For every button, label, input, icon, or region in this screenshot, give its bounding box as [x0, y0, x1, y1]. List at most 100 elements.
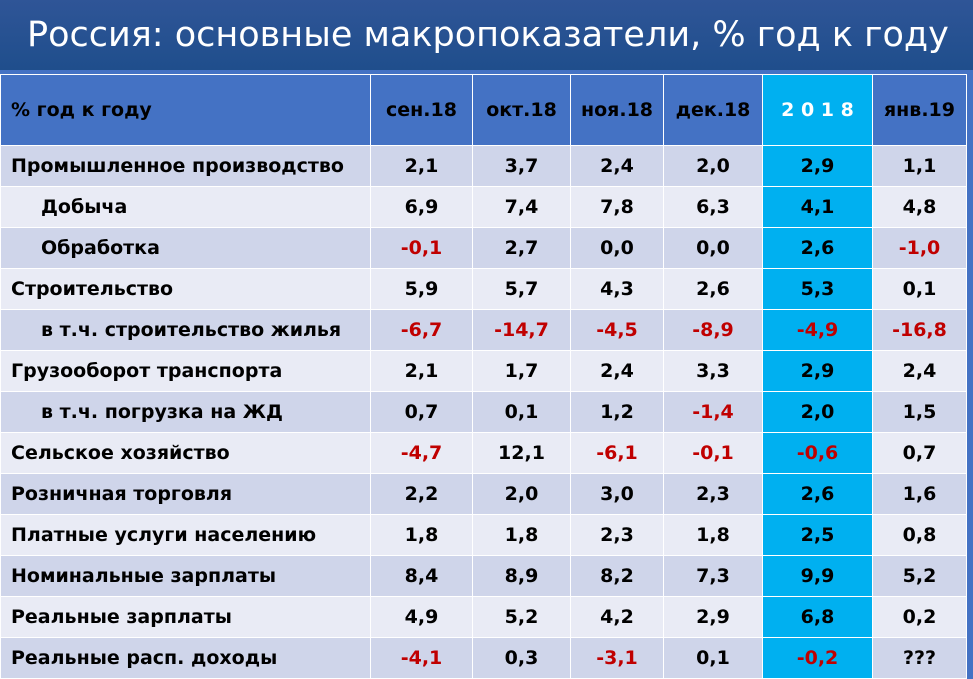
table-cell: -4,7	[370, 432, 473, 474]
table-row: Обработка -0,1 2,7 0,0 0,0 2,6 -1,0	[0, 227, 967, 269]
table-row: Сельское хозяйство -4,7 12,1 -6,1 -0,1 -0,6 0,…	[0, 432, 967, 474]
table-cell: 2,0	[762, 391, 873, 433]
row-label: Обработка	[0, 227, 371, 269]
row-header-cell: % год к году	[0, 74, 371, 146]
row-label: Платные услуги населению	[0, 514, 371, 556]
column-header: дек.18	[663, 74, 763, 146]
table-cell: 0,0	[663, 227, 763, 269]
row-label: в т.ч. строительство жилья	[0, 309, 371, 351]
table-cell: 12,1	[472, 432, 571, 474]
table-cell: 2,6	[663, 268, 763, 310]
table-cell: 7,3	[663, 555, 763, 597]
header-row: % год к году сен.18 окт.18 ноя.18 дек.18…	[0, 74, 967, 146]
table-cell: 5,2	[472, 596, 571, 638]
table-cell: ???	[872, 637, 967, 679]
table-cell: 2,5	[762, 514, 873, 556]
column-header: ноя.18	[570, 74, 664, 146]
row-label: Реальные зарплаты	[0, 596, 371, 638]
row-label: Грузооборот транспорта	[0, 350, 371, 392]
table-cell: 8,9	[472, 555, 571, 597]
row-label: в т.ч. погрузка на ЖД	[0, 391, 371, 433]
table-cell: -4,9	[762, 309, 873, 351]
table-cell: -4,1	[370, 637, 473, 679]
table-cell: 0,1	[663, 637, 763, 679]
row-label: Добыча	[0, 186, 371, 228]
table-cell: -6,1	[570, 432, 664, 474]
table-cell: -16,8	[872, 309, 967, 351]
table-cell: 1,6	[872, 473, 967, 515]
table-cell: 4,9	[370, 596, 473, 638]
table-cell: 1,8	[663, 514, 763, 556]
table-row: Розничная торговля 2,2 2,0 3,0 2,3 2,6 1,6	[0, 473, 967, 515]
table-cell: -1,4	[663, 391, 763, 433]
table-row: Добыча 6,9 7,4 7,8 6,3 4,1 4,8	[0, 186, 967, 228]
table-cell: 3,0	[570, 473, 664, 515]
table-cell: 4,2	[570, 596, 664, 638]
table-cell: 5,7	[472, 268, 571, 310]
table-cell: 2,1	[370, 145, 473, 187]
table-cell: 2,4	[570, 145, 664, 187]
table-cell: -8,9	[663, 309, 763, 351]
table-row: Реальные расп. доходы -4,1 0,3 -3,1 0,1 -0,2?…	[0, 637, 967, 679]
table-cell: 1,8	[370, 514, 473, 556]
table-row: Грузооборот транспорта 2,1 1,7 2,4 3,3 2,9 2,4	[0, 350, 967, 392]
column-header: янв.19	[872, 74, 967, 146]
table-cell: 2,0	[663, 145, 763, 187]
table-cell: 0,7	[872, 432, 967, 474]
table-cell: -0,1	[370, 227, 473, 269]
table-cell: 2,9	[762, 145, 873, 187]
table-cell: 2,1	[370, 350, 473, 392]
table-cell: 1,8	[472, 514, 571, 556]
column-header-highlighted: 2 0 1 8	[762, 74, 873, 146]
page-title: Россия: основные макропоказатели, % год …	[0, 0, 973, 70]
table-cell: 5,3	[762, 268, 873, 310]
table-cell: -4,5	[570, 309, 664, 351]
table-cell: 1,5	[872, 391, 967, 433]
table-cell: 6,9	[370, 186, 473, 228]
table-cell: 0,2	[872, 596, 967, 638]
table-cell: 2,9	[762, 350, 873, 392]
table-cell: 2,4	[570, 350, 664, 392]
table-cell: 2,0	[472, 473, 571, 515]
table-cell: 2,4	[872, 350, 967, 392]
table-cell: 7,8	[570, 186, 664, 228]
table-cell: 1,2	[570, 391, 664, 433]
table-cell: -3,1	[570, 637, 664, 679]
row-label: Реальные расп. доходы	[0, 637, 371, 679]
table-cell: 8,4	[370, 555, 473, 597]
table-row: в т.ч. погрузка на ЖД 0,7 0,1 1,2 -1,4 2,0 1,5	[0, 391, 967, 433]
table-cell: 6,3	[663, 186, 763, 228]
row-label: Строительство	[0, 268, 371, 310]
table-cell: 0,0	[570, 227, 664, 269]
table-cell: 0,3	[472, 637, 571, 679]
table-cell: 2,3	[570, 514, 664, 556]
table-cell: -6,7	[370, 309, 473, 351]
table-cell: 9,9	[762, 555, 873, 597]
table-cell: 4,8	[872, 186, 967, 228]
table-cell: 7,4	[472, 186, 571, 228]
table-cell: -0,1	[663, 432, 763, 474]
table-row: Номинальные зарплаты 8,4 8,9 8,2 7,3 9,9 5,2	[0, 555, 967, 597]
table-cell: -14,7	[472, 309, 571, 351]
table-cell: 2,3	[663, 473, 763, 515]
table-cell: 1,1	[872, 145, 967, 187]
row-label: Розничная торговля	[0, 473, 371, 515]
table-cell: 6,8	[762, 596, 873, 638]
table-cell: 4,3	[570, 268, 664, 310]
table-cell: 2,6	[762, 227, 873, 269]
table-cell: 2,6	[762, 473, 873, 515]
table-cell: -0,2	[762, 637, 873, 679]
table-row: в т.ч. строительство жилья -6,7 -14,7 -4,5-…	[0, 309, 967, 351]
table-row: Промышленное производство 2,1 3,7 2,4 2,0 2,9…	[0, 145, 967, 187]
table-cell: 0,7	[370, 391, 473, 433]
table-cell: 5,9	[370, 268, 473, 310]
table-cell: 2,7	[472, 227, 571, 269]
table-body: Промышленное производство 2,1 3,7 2,4 2,0 2,9…	[0, 145, 967, 679]
column-header: окт.18	[472, 74, 571, 146]
table-row: Платные услуги населению 1,8 1,8 2,3 1,8 2,5 0…	[0, 514, 967, 556]
table-cell: -0,6	[762, 432, 873, 474]
table-cell: 1,7	[472, 350, 571, 392]
table-row: Реальные зарплаты 4,9 5,2 4,2 2,9 6,8 0,2	[0, 596, 967, 638]
column-header: сен.18	[370, 74, 473, 146]
table-cell: 8,2	[570, 555, 664, 597]
